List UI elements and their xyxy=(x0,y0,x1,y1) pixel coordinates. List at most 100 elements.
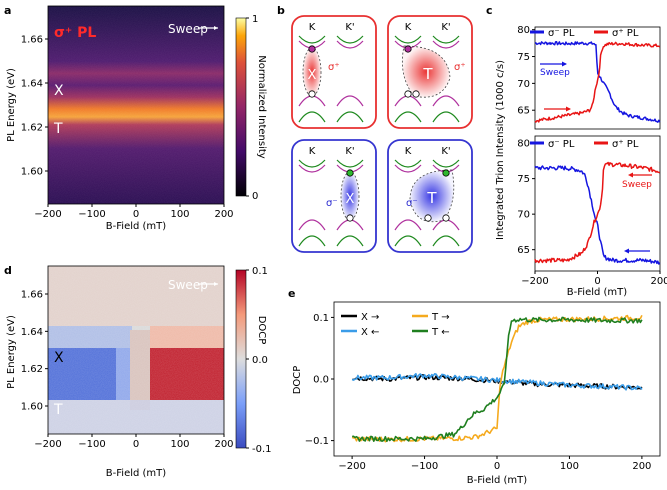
panel-d-sweep-label: Sweep xyxy=(168,278,208,292)
panel-label-e: e xyxy=(288,287,295,300)
x-tick-label: 200 xyxy=(650,276,667,287)
conduction-band-split xyxy=(432,40,460,49)
quasiparticle-label: X xyxy=(308,68,317,83)
valence-band xyxy=(298,219,326,231)
y-tick-label: 70 xyxy=(517,79,530,90)
legend-c-bot-minus: σ⁻ PL xyxy=(548,139,575,150)
schematic-cell-b3: K K' Xσ⁻ xyxy=(291,139,377,253)
valence-band-split xyxy=(298,111,326,123)
valley-label-k: K xyxy=(405,22,412,33)
valence-band-split xyxy=(432,111,460,123)
quasiparticle-label: T xyxy=(426,189,437,207)
legend-e-x-forward: X → xyxy=(361,312,379,323)
valley-label-k: K xyxy=(405,146,412,157)
y-tick-label: 1.60 xyxy=(21,402,43,413)
valence-band-split xyxy=(336,235,364,247)
valley-label-k: K xyxy=(309,146,316,157)
x-tick-label: −100 xyxy=(78,439,105,450)
valley-label-k: K xyxy=(309,22,316,33)
series-line-pl xyxy=(534,41,661,123)
quasiparticle-label: X xyxy=(346,192,355,207)
x-tick-label: 0 xyxy=(133,209,139,220)
legend-c-bot-plus: σ⁺ PL xyxy=(612,139,639,150)
series-line-pl xyxy=(534,161,661,264)
x-tick-label: 200 xyxy=(214,209,233,220)
x-tick-label: 100 xyxy=(560,461,579,472)
x-tick-label: 200 xyxy=(214,439,233,450)
electron-marker xyxy=(442,169,450,177)
conduction-band xyxy=(394,35,422,44)
x-tick-label: 100 xyxy=(170,209,189,220)
y-tick-label: 1.64 xyxy=(21,327,43,338)
y-tick-label: 0.1 xyxy=(313,313,329,324)
x-tick-label: −200 xyxy=(34,209,61,220)
polarization-label: σ⁻ xyxy=(406,198,418,209)
valence-band xyxy=(432,95,460,107)
electron-marker xyxy=(308,45,316,53)
y-tick-label: 0.0 xyxy=(313,375,329,386)
x-tick-label: 100 xyxy=(170,439,189,450)
colorbar-d-label: DOCP xyxy=(256,316,267,345)
xlabel-d: B-Field (mT) xyxy=(106,468,166,479)
panel-label-d: d xyxy=(4,264,12,277)
y-tick-label: −0.1 xyxy=(305,436,329,447)
schematic-cell-b1: K K' Xσ⁺ xyxy=(291,15,377,129)
panel-label-c: c xyxy=(486,4,493,17)
legend-c-top-minus: σ⁻ PL xyxy=(548,28,575,39)
colorbar-a-label: Normalized Intensity xyxy=(256,55,267,158)
cell-frame xyxy=(291,139,377,253)
y-tick-label: 80 xyxy=(517,25,530,36)
xlabel-e: B-Field (mT) xyxy=(467,475,527,486)
valence-band xyxy=(336,95,364,107)
quasiparticle-label: T xyxy=(422,65,433,83)
peak-label-t-a: T xyxy=(53,121,63,137)
series-line-t xyxy=(351,316,643,442)
xlabel-c: B-Field (mT) xyxy=(567,287,627,298)
hole-marker-2 xyxy=(412,90,420,98)
schematic-cell-b2: K K' T σ⁺ xyxy=(387,15,473,129)
y-tick-label: 1.66 xyxy=(21,290,43,301)
conduction-band-split xyxy=(298,164,326,173)
x-tick-label: 200 xyxy=(632,461,651,472)
sweep-label-c-bot: Sweep xyxy=(622,180,652,190)
y-tick-label: 75 xyxy=(517,174,530,185)
colorbar-a-max: 1 xyxy=(252,14,258,25)
x-tick-label: −200 xyxy=(338,461,365,472)
conduction-band xyxy=(298,159,326,168)
panel-label-a: a xyxy=(4,4,11,17)
valence-band-split xyxy=(394,235,422,247)
conduction-band xyxy=(432,35,460,44)
conduction-band xyxy=(336,35,364,44)
y-tick-label: 1.64 xyxy=(21,79,43,90)
y-tick-label: 70 xyxy=(517,210,530,221)
hole-marker xyxy=(404,90,412,98)
trion-cloud xyxy=(401,45,451,98)
polarization-label: σ⁺ xyxy=(328,62,340,73)
hole-marker xyxy=(442,214,450,222)
x-tick-label: −200 xyxy=(34,439,61,450)
ylabel-c: Integrated Trion Intensity (1000 c/s) xyxy=(495,60,506,240)
colorbar-a xyxy=(235,17,247,197)
series-line-pl xyxy=(534,41,661,123)
valley-label-kp: K' xyxy=(345,22,354,33)
schematic-cell-b4: K K' Tσ⁻ xyxy=(387,139,473,253)
xlabel-a: B-Field (mT) xyxy=(106,221,166,232)
x-tick-label: 0 xyxy=(133,439,139,450)
series-line-x xyxy=(351,372,643,391)
sweep-label-c-top: Sweep xyxy=(540,68,570,78)
electron-marker xyxy=(404,45,412,53)
panel-e: −200 −100 0 100 200 −0.1 0.0 0.1 X → X ← T → T … xyxy=(292,301,661,486)
series-line-pl xyxy=(534,165,661,265)
y-tick-label: 1.60 xyxy=(21,167,43,178)
conduction-band xyxy=(298,35,326,44)
cell-frame xyxy=(291,15,377,129)
peak-label-x-a: X xyxy=(54,83,64,99)
valence-band-split xyxy=(298,235,326,247)
valley-label-kp: K' xyxy=(345,146,354,157)
panel-a-sweep-label: Sweep xyxy=(168,22,208,36)
ylabel-d: PL Energy (eV) xyxy=(6,315,17,389)
peak-label-t-d: T xyxy=(53,402,63,418)
legend-e-t-backward: T ← xyxy=(431,327,450,338)
panel-c-top-axes xyxy=(534,26,661,130)
y-tick-label: 1.62 xyxy=(21,123,43,134)
